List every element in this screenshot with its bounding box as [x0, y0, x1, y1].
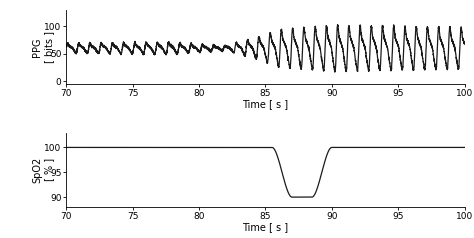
Y-axis label: SpO2
[ % ]: SpO2 [ % ] — [32, 157, 54, 183]
Y-axis label: PPG
[ bits ]: PPG [ bits ] — [32, 31, 54, 63]
X-axis label: Time [ s ]: Time [ s ] — [242, 222, 289, 232]
X-axis label: Time [ s ]: Time [ s ] — [242, 99, 289, 109]
